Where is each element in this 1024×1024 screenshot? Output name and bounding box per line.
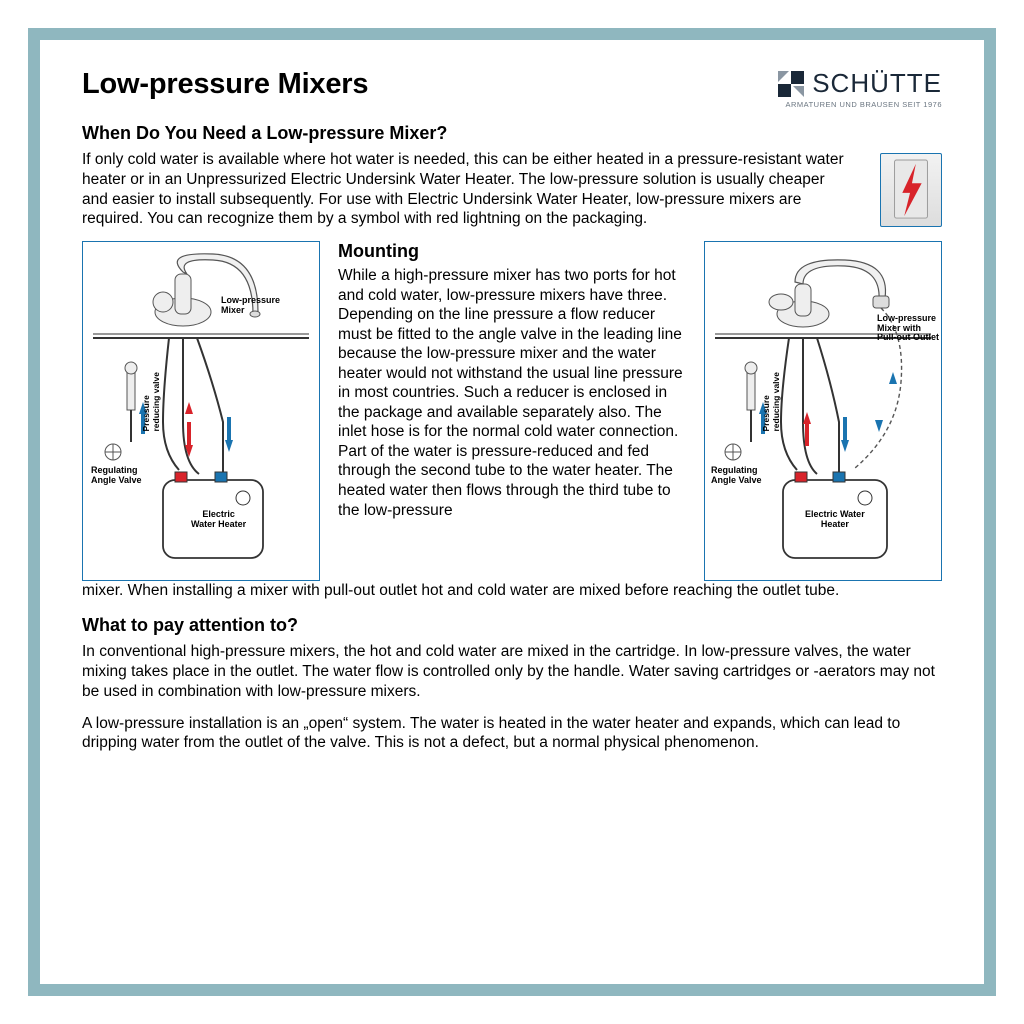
mounting-continuation: mixer. When installing a mixer with pull… [82, 581, 942, 601]
diagram-right-mixer-label: Low-pressureMixer withPull-out Outlet [877, 314, 939, 342]
section1-body: If only cold water is available where ho… [82, 150, 852, 229]
outer-frame: Low-pressure Mixers SCHÜTTE ARMATUREN UN… [0, 0, 1024, 1024]
page-title: Low-pressure Mixers [82, 68, 368, 101]
mounting-row: Low-pressureMixer Pressurereducing valve… [82, 241, 942, 581]
mounting-heading: Mounting [338, 241, 686, 262]
diagram-right-regulating-label: RegulatingAngle Valve [711, 466, 762, 485]
diagram-right-heater-label: Electric WaterHeater [805, 510, 865, 529]
intro-section: When Do You Need a Low-pressure Mixer? I… [82, 123, 942, 229]
section3-heading: What to pay attention to? [82, 615, 942, 636]
brand-block: SCHÜTTE ARMATUREN UND BRAUSEN SEIT 1976 [778, 68, 942, 109]
section3-para1: In conventional high-pressure mixers, th… [82, 642, 942, 701]
diagram-left-regulating-label: RegulatingAngle Valve [91, 466, 142, 485]
brand-logo-icon [778, 71, 804, 97]
brand-tagline: ARMATUREN UND BRAUSEN SEIT 1976 [785, 100, 942, 109]
lightning-symbol-icon [880, 153, 942, 227]
brand-name: SCHÜTTE [812, 68, 942, 99]
diagram-left: Low-pressureMixer Pressurereducing valve… [82, 241, 320, 581]
teal-frame: Low-pressure Mixers SCHÜTTE ARMATUREN UN… [28, 28, 996, 996]
diagram-right-valve-label: Pressurereducing valve [761, 372, 781, 432]
diagram-left-mixer-label: Low-pressureMixer [221, 296, 280, 315]
mounting-text: Mounting While a high-pressure mixer has… [338, 241, 686, 581]
diagram-left-valve-label: Pressurereducing valve [141, 372, 161, 432]
section3-para2: A low-pressure installation is an „open“… [82, 714, 942, 754]
section1-heading: When Do You Need a Low-pressure Mixer? [82, 123, 852, 144]
diagram-right: Low-pressureMixer withPull-out Outlet Pr… [704, 241, 942, 581]
brand-row: SCHÜTTE [778, 68, 942, 99]
mounting-body: While a high-pressure mixer has two port… [338, 266, 686, 520]
diagram-left-heater-label: ElectricWater Heater [191, 510, 246, 529]
header: Low-pressure Mixers SCHÜTTE ARMATUREN UN… [82, 68, 942, 109]
